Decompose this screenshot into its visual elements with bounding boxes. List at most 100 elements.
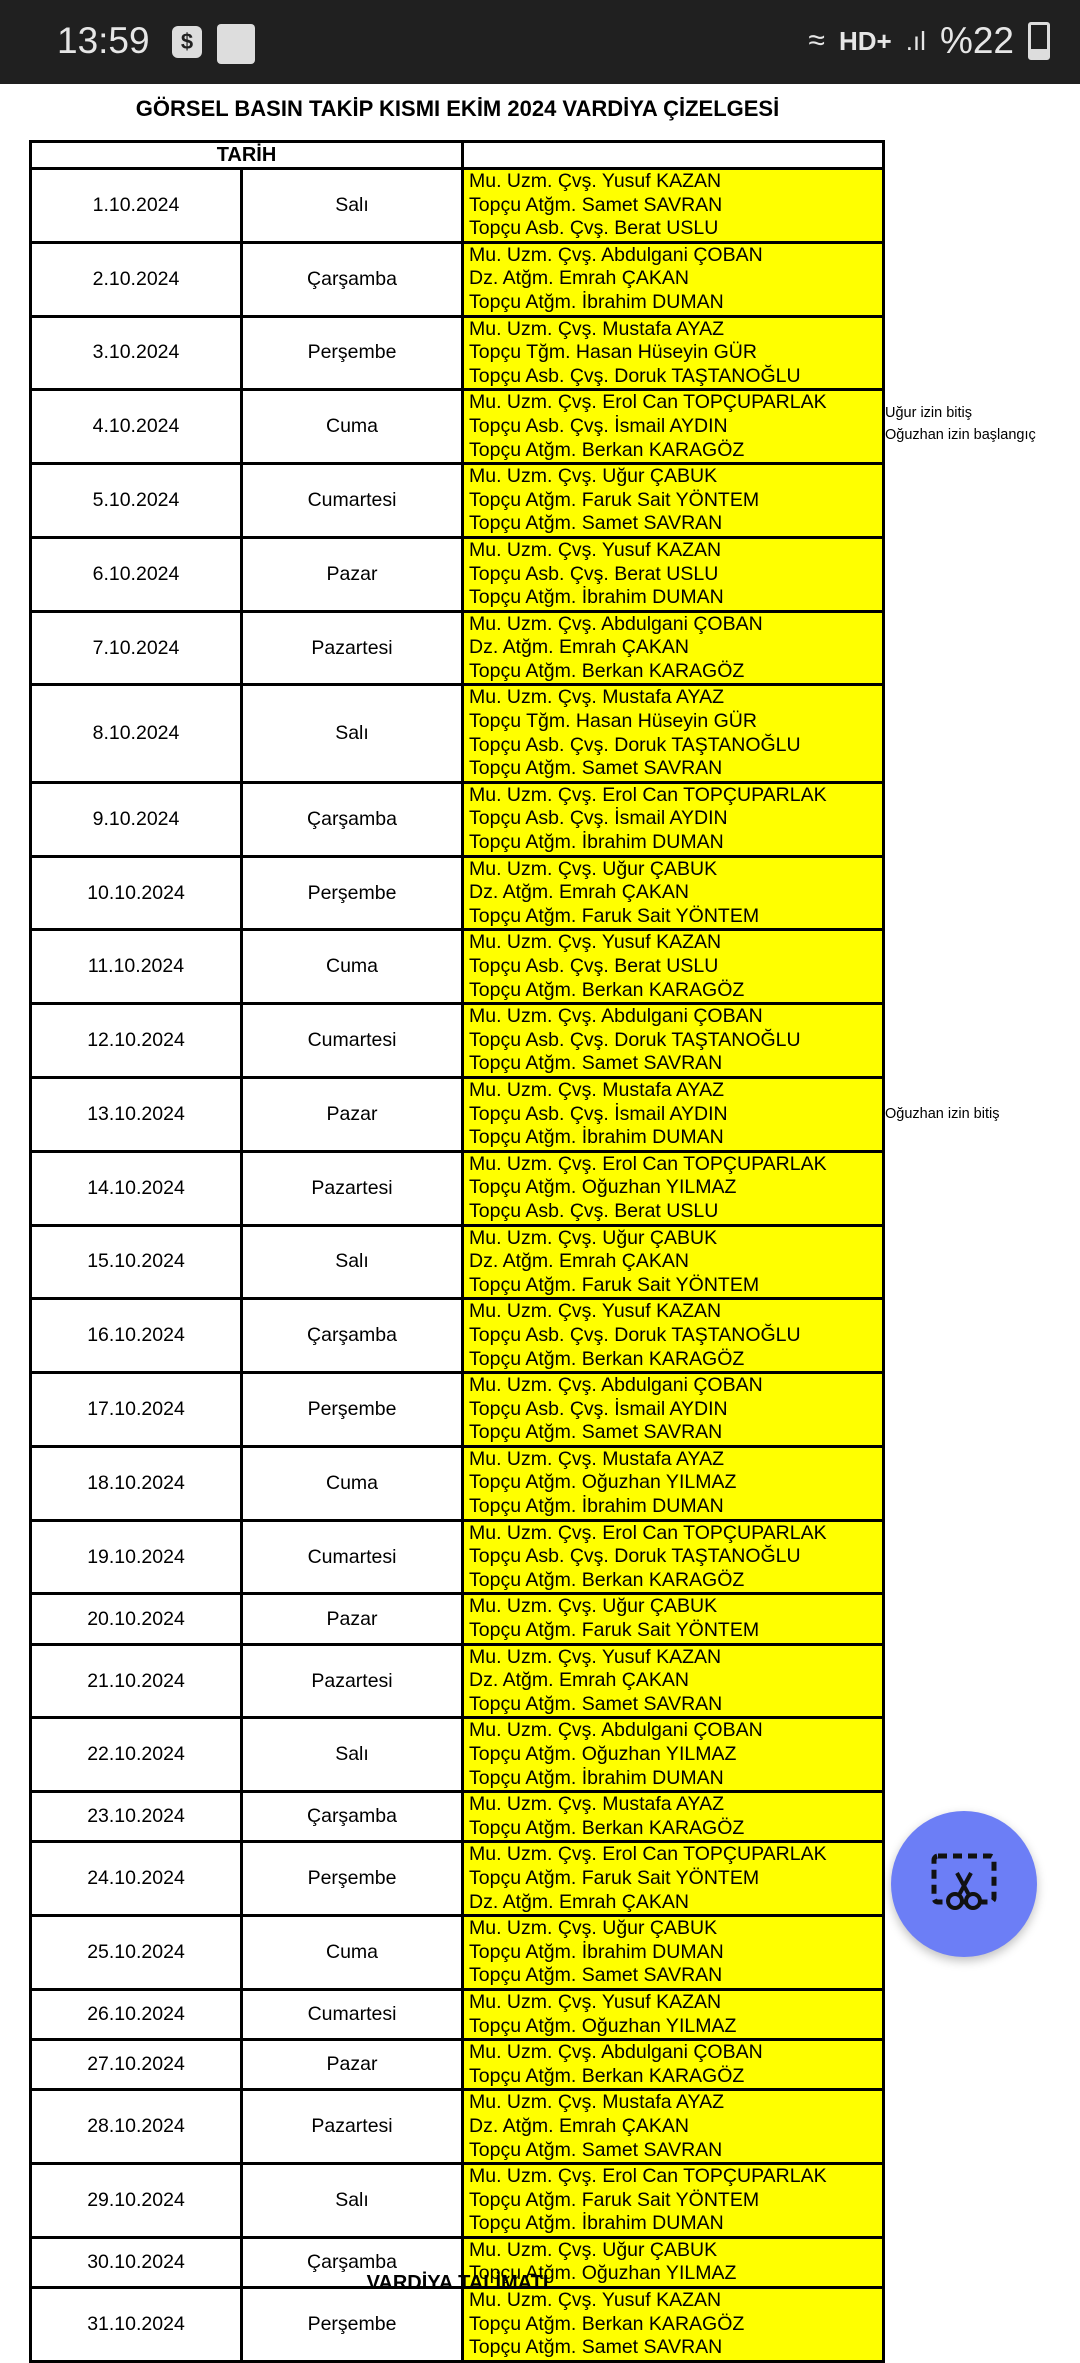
personnel-name: Topçu Atğm. Faruk Sait YÖNTEM <box>469 488 760 511</box>
date-cell: 13.10.2024 <box>29 1075 243 1153</box>
personnel-name: Topçu Atğm. Oğuzhan YILMAZ <box>469 2262 737 2285</box>
personnel-name: Topçu Atğm. Samet SAVRAN <box>469 512 723 535</box>
personnel-name: Topçu Atğm. Samet SAVRAN <box>469 757 723 780</box>
weekday-cell: Cuma <box>240 928 464 1006</box>
personnel-name: Mu. Uzm. Çvş. Yusuf KAZAN <box>469 1300 722 1323</box>
battery-percent: %22 <box>939 20 1014 61</box>
personnel-cell: Mu. Uzm. Çvş. Uğur ÇABUK Dz. Atğm. Emrah … <box>461 1223 885 1301</box>
weekday-cell: Perşembe <box>240 1371 464 1448</box>
weekday-cell: Cumartesi <box>240 462 464 539</box>
date-cell: 19.10.2024 <box>29 1518 243 1596</box>
table-row: 19.10.2024 Cumartesi Mu. Uzm. Çvş. Erol Ca… <box>29 1518 885 1596</box>
weekday-cell: Cuma <box>240 1444 464 1522</box>
note-line: Oğuzhan izin başlangıç <box>885 426 1036 443</box>
personnel-name: Dz. Atğm. Emrah ÇAKAN <box>469 881 689 904</box>
weekday-cell: Çarşamba <box>240 780 464 858</box>
date-cell: 26.10.2024 <box>29 1987 243 2042</box>
personnel-name: Topçu Tğm. Hasan Hüseyin GÜR <box>469 710 757 733</box>
personnel-name: Topçu Atğm. Samet SAVRAN <box>469 1421 723 1444</box>
personnel-name: Topçu Asb. Çvş. Doruk TAŞTANOĞLU <box>469 364 801 387</box>
date-cell: 1.10.2024 <box>29 167 243 244</box>
personnel-name: Dz. Atğm. Emrah ÇAKAN <box>469 267 689 290</box>
personnel-name: Topçu Asb. Çvş. Berat USLU <box>469 955 719 977</box>
row-note: Oğuzhan izin bitiş <box>885 1103 999 1125</box>
table-row: 15.10.2024 Salı Mu. Uzm. Çvş. Uğur ÇABUK Dz… <box>29 1223 885 1301</box>
personnel-name: Mu. Uzm. Çvş. Uğur ÇABUK <box>469 857 718 880</box>
personnel-cell: Mu. Uzm. Çvş. Erol Can TOPÇUPARLAK Topçu … <box>461 1518 885 1596</box>
date-cell: 16.10.2024 <box>29 1297 243 1375</box>
personnel-name: Topçu Asb. Çvş. Doruk TAŞTANOĞLU <box>469 1323 801 1346</box>
personnel-name: Mu. Uzm. Çvş. Yusuf KAZAN <box>469 931 722 954</box>
weekday-cell: Pazar <box>240 1075 464 1153</box>
table-row: 17.10.2024 Perşembe Mu. Uzm. Çvş. Abdulgan… <box>29 1371 885 1448</box>
personnel-name: Mu. Uzm. Çvş. Uğur ÇABUK <box>469 1595 718 1618</box>
date-cell: 31.10.2024 <box>29 2286 243 2363</box>
table-row: 29.10.2024 Salı Mu. Uzm. Çvş. Erol Can TOP… <box>29 2162 885 2239</box>
personnel-cell: Mu. Uzm. Çvş. Erol Can TOPÇUPARLAK Topçu … <box>461 1149 885 1227</box>
personnel-name: Mu. Uzm. Çvş. Erol Can TOPÇUPARLAK <box>469 1843 827 1866</box>
personnel-name: Dz. Atğm. Emrah ÇAKAN <box>469 2114 689 2137</box>
date-cell: 17.10.2024 <box>29 1371 243 1448</box>
personnel-cell: Mu. Uzm. Çvş. Yusuf KAZAN Topçu Atğm. Sam… <box>461 167 885 244</box>
weekday-cell: Pazartesi <box>240 1149 464 1227</box>
table-row: 9.10.2024 Çarşamba Mu. Uzm. Çvş. Erol Can … <box>29 780 885 858</box>
table-row: 27.10.2024 Pazar Mu. Uzm. Çvş. Abdulgani Ç… <box>29 2038 885 2092</box>
page-title: GÖRSEL BASIN TAKİP KISMI EKİM 2024 VARDİ… <box>135 96 780 121</box>
personnel-name: Topçu Asb. Çvş. İsmail AYDIN <box>469 807 728 830</box>
weekday-cell: Cuma <box>240 388 464 466</box>
personnel-cell: Mu. Uzm. Çvş. Mustafa AYAZ Dz. Atğm. Emra… <box>461 2088 885 2166</box>
personnel-name: Mu. Uzm. Çvş. Yusuf KAZAN <box>469 170 722 192</box>
personnel-name: Mu. Uzm. Çvş. Uğur ÇABUK <box>469 1226 718 1249</box>
personnel-name: Topçu Asb. Çvş. İsmail AYDIN <box>469 414 728 437</box>
date-cell: 10.10.2024 <box>29 854 243 932</box>
personnel-cell: Mu. Uzm. Çvş. Mustafa AYAZ Topçu Asb. Çvş… <box>461 1075 885 1153</box>
date-cell: 6.10.2024 <box>29 535 243 613</box>
personnel-cell: Mu. Uzm. Çvş. Abdulgani ÇOBAN Topçu Asb. … <box>461 1371 885 1448</box>
personnel-cell: Mu. Uzm. Çvş. Uğur ÇABUK Topçu Atğm. Faru… <box>461 1592 885 1646</box>
table-row: 28.10.2024 Pazartesi Mu. Uzm. Çvş. Mustafa… <box>29 2088 885 2166</box>
personnel-cell: Mu. Uzm. Çvş. Abdulgani ÇOBAN Topçu Atğm.… <box>461 2038 885 2092</box>
personnel-name: Mu. Uzm. Çvş. Abdulgani ÇOBAN <box>469 1005 763 1028</box>
shift-table: TARİH 1.10.2024 Salı Mu. Uzm. Çvş. Yusuf K… <box>29 140 885 2363</box>
personnel-name: Mu. Uzm. Çvş. Yusuf KAZAN <box>469 538 722 561</box>
weekday-cell: Perşembe <box>240 314 464 392</box>
table-row: 1.10.2024 Salı Mu. Uzm. Çvş. Yusuf KAZAN To… <box>29 167 885 244</box>
personnel-cell: Mu. Uzm. Çvş. Yusuf KAZAN Dz. Atğm. Emrah… <box>461 1642 885 1720</box>
personnel-name: Topçu Atğm. Oğuzhan YILMAZ <box>469 1176 737 1199</box>
personnel-name: Topçu Asb. Çvş. İsmail AYDIN <box>469 1102 728 1125</box>
screenshot-fab-button[interactable] <box>891 1811 1037 1957</box>
personnel-name: Topçu Atğm. Oğuzhan YILMAZ <box>469 2014 737 2037</box>
date-cell: 22.10.2024 <box>29 1716 243 1794</box>
personnel-cell: Mu. Uzm. Çvş. Erol Can TOPÇUPARLAK Topçu … <box>461 388 885 466</box>
personnel-name: Topçu Asb. Çvş. Doruk TAŞTANOĞLU <box>469 1545 801 1568</box>
personnel-cell: Mu. Uzm. Çvş. Abdulgani ÇOBAN Dz. Atğm. E… <box>461 609 885 687</box>
date-cell: 12.10.2024 <box>29 1002 243 1079</box>
personnel-name: Topçu Atğm. Faruk Sait YÖNTEM <box>469 1619 760 1642</box>
weekday-cell: Pazartesi <box>240 2088 464 2166</box>
personnel-cell: Mu. Uzm. Çvş. Yusuf KAZAN Topçu Asb. Çvş.… <box>461 535 885 613</box>
personnel-cell: Mu. Uzm. Çvş. Yusuf KAZAN Topçu Atğm. Oğu… <box>461 1987 885 2042</box>
clock: 13:59 <box>57 20 150 61</box>
personnel-cell: Mu. Uzm. Çvş. Mustafa AYAZ Topçu Atğm. Be… <box>461 1790 885 1844</box>
weekday-cell: Pazar <box>240 1592 464 1646</box>
personnel-cell: Mu. Uzm. Çvş. Abdulgani ÇOBAN Topçu Asb. … <box>461 1002 885 1079</box>
weekday-cell: Çarşamba <box>240 2235 464 2290</box>
personnel-name: Mu. Uzm. Çvş. Erol Can TOPÇUPARLAK <box>469 2165 827 2188</box>
personnel-cell: Mu. Uzm. Çvş. Uğur ÇABUK Topçu Atğm. İbra… <box>461 1914 885 1991</box>
personnel-name: Mu. Uzm. Çvş. Abdulgani ÇOBAN <box>469 1374 763 1397</box>
table-row: 10.10.2024 Perşembe Mu. Uzm. Çvş. Uğur ÇAB… <box>29 854 885 932</box>
weekday-cell: Salı <box>240 683 464 784</box>
table-row: 14.10.2024 Pazartesi Mu. Uzm. Çvş. Erol Ca… <box>29 1149 885 1227</box>
personnel-name: Topçu Atğm. İbrahim DUMAN <box>469 1126 724 1149</box>
personnel-name: Mu. Uzm. Çvş. Uğur ÇABUK <box>469 2238 718 2261</box>
weekday-cell: Salı <box>240 2162 464 2239</box>
date-cell: 8.10.2024 <box>29 683 243 784</box>
personnel-name: Topçu Atğm. Berkan KARAGÖZ <box>469 978 745 1001</box>
weekday-cell: Pazar <box>240 535 464 613</box>
personnel-name: Dz. Atğm. Emrah ÇAKAN <box>469 636 689 659</box>
personnel-name: Mu. Uzm. Çvş. Abdulgani ÇOBAN <box>469 612 763 635</box>
personnel-name: Mu. Uzm. Çvş. Yusuf KAZAN <box>469 1990 722 2013</box>
signal-icon: .ıl <box>905 25 926 56</box>
date-cell: 2.10.2024 <box>29 240 243 318</box>
date-cell: 4.10.2024 <box>29 388 243 466</box>
